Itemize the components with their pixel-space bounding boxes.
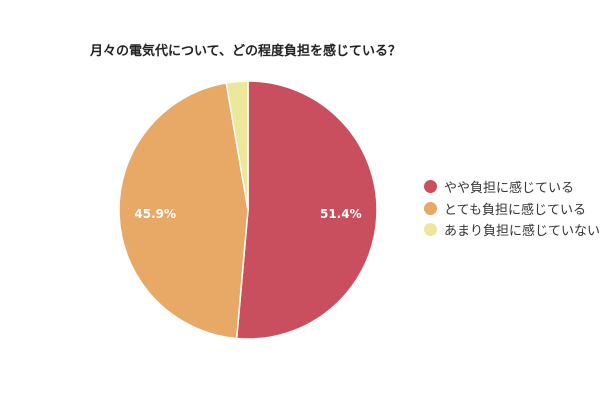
legend-item-very-burdened[interactable]: とても負担に感じている: [424, 198, 600, 220]
legend-dot-icon: [424, 223, 437, 237]
legend-dot-icon: [424, 201, 437, 215]
pie-slice[interactable]: [235, 80, 378, 340]
legend-dot-icon: [424, 180, 437, 194]
chart-title: 月々の電気代について、どの程度負担を感じている？: [90, 44, 401, 59]
legend-item-not-burdened[interactable]: あまり負担に感じていない: [424, 219, 600, 241]
legend: やや負担に感じている とても負担に感じている あまり負担に感じていない: [424, 176, 600, 241]
legend-item-slightly-burdened[interactable]: やや負担に感じている: [424, 176, 600, 198]
slice-label: 51.4%: [320, 207, 362, 221]
slice-label: 45.9%: [134, 207, 176, 221]
pie-slice[interactable]: [225, 80, 249, 211]
legend-label: とても負担に感じている: [444, 202, 586, 218]
pie-slice[interactable]: [118, 81, 249, 340]
legend-label: あまり負担に感じていない: [444, 224, 600, 240]
legend-label: やや負担に感じている: [444, 181, 575, 197]
